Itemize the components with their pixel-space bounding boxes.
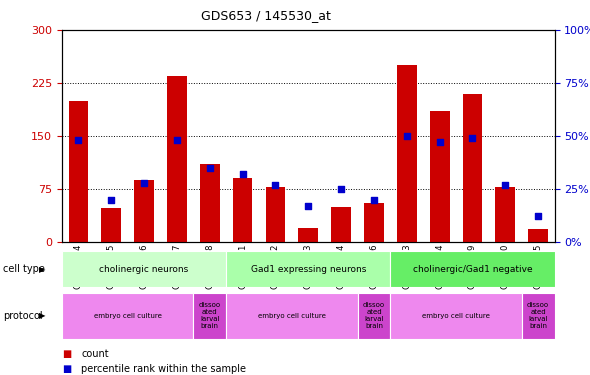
Point bbox=[74, 137, 83, 143]
Text: percentile rank within the sample: percentile rank within the sample bbox=[81, 364, 247, 374]
Text: dissoo
ated
larval
brain: dissoo ated larval brain bbox=[363, 302, 385, 330]
Point bbox=[303, 203, 313, 209]
Text: ■: ■ bbox=[62, 350, 71, 359]
Bar bbox=[528, 229, 548, 242]
Point bbox=[106, 196, 116, 202]
Text: cell type: cell type bbox=[3, 264, 45, 274]
Text: cholinergic neurons: cholinergic neurons bbox=[100, 265, 189, 274]
Point bbox=[369, 196, 379, 202]
Text: embryo cell culture: embryo cell culture bbox=[422, 313, 490, 319]
Text: embryo cell culture: embryo cell culture bbox=[94, 313, 162, 319]
Bar bbox=[358, 292, 391, 339]
Bar bbox=[299, 228, 318, 242]
Bar bbox=[496, 187, 515, 242]
Bar bbox=[226, 251, 391, 287]
Text: ▶: ▶ bbox=[39, 265, 46, 274]
Bar bbox=[391, 251, 555, 287]
Bar bbox=[62, 251, 226, 287]
Text: embryo cell culture: embryo cell culture bbox=[258, 313, 326, 319]
Bar bbox=[430, 111, 450, 242]
Point bbox=[435, 139, 444, 145]
Text: dissoo
ated
larval
brain: dissoo ated larval brain bbox=[199, 302, 221, 330]
Bar bbox=[226, 292, 358, 339]
Text: ▶: ▶ bbox=[39, 311, 46, 320]
Bar bbox=[68, 100, 88, 242]
Text: GDS653 / 145530_at: GDS653 / 145530_at bbox=[201, 9, 330, 22]
Point bbox=[172, 137, 182, 143]
Text: dissoo
ated
larval
brain: dissoo ated larval brain bbox=[527, 302, 549, 330]
Text: Gad1 expressing neurons: Gad1 expressing neurons bbox=[251, 265, 366, 274]
Bar bbox=[391, 292, 522, 339]
Text: protocol: protocol bbox=[3, 311, 42, 321]
Bar bbox=[62, 292, 194, 339]
Point bbox=[205, 165, 215, 171]
Bar bbox=[101, 208, 121, 242]
Point bbox=[402, 133, 412, 139]
Point bbox=[468, 135, 477, 141]
Bar bbox=[522, 292, 555, 339]
Bar bbox=[134, 180, 154, 242]
Point bbox=[238, 171, 247, 177]
Text: ■: ■ bbox=[62, 364, 71, 374]
Bar bbox=[194, 292, 226, 339]
Bar bbox=[200, 164, 219, 242]
Bar bbox=[364, 203, 384, 242]
Text: count: count bbox=[81, 350, 109, 359]
Point bbox=[500, 182, 510, 188]
Text: cholinergic/Gad1 negative: cholinergic/Gad1 negative bbox=[412, 265, 532, 274]
Point bbox=[336, 186, 346, 192]
Bar bbox=[232, 178, 253, 242]
Point bbox=[271, 182, 280, 188]
Bar bbox=[331, 207, 351, 242]
Bar bbox=[167, 76, 187, 242]
Bar bbox=[397, 65, 417, 242]
Point bbox=[139, 180, 149, 186]
Bar bbox=[266, 187, 286, 242]
Point bbox=[533, 213, 543, 219]
Bar bbox=[463, 94, 483, 242]
